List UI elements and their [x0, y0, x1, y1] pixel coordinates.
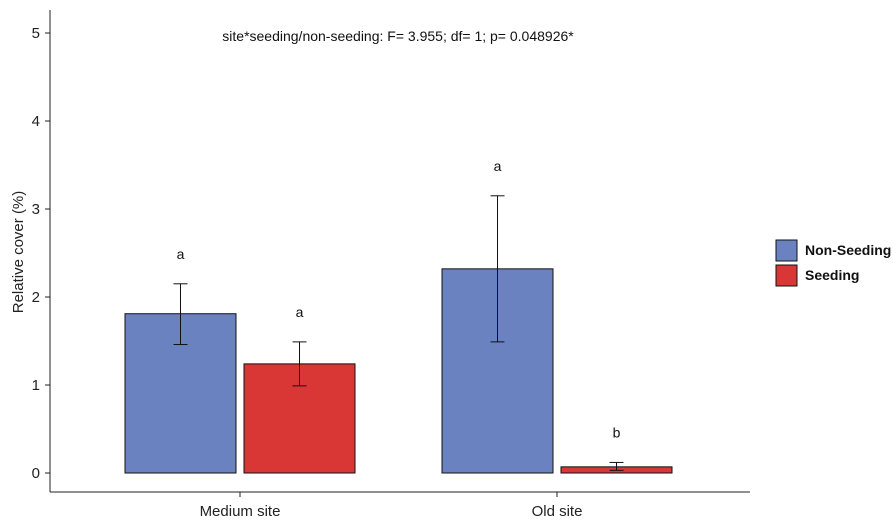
- y-axis: 0 1 2 3 4 5: [32, 10, 51, 492]
- bar-non-seeding: [441, 268, 554, 474]
- legend-swatch: [775, 239, 798, 262]
- legend-label: Non-Seeding: [805, 242, 891, 258]
- significance-annotation: site*seeding/non-seeding: F= 3.955; df= …: [222, 28, 574, 44]
- y-tick-label: 5: [32, 25, 40, 42]
- significance-letter: a: [296, 304, 304, 320]
- legend-swatch: [775, 264, 798, 287]
- significance-letter: b: [613, 424, 621, 440]
- y-tick-label: 1: [32, 377, 40, 394]
- y-axis-title: Relative cover (%): [10, 191, 27, 314]
- bar-group: a a a b: [124, 158, 673, 474]
- y-tick-label: 3: [32, 201, 40, 218]
- significance-letter: a: [494, 158, 502, 174]
- legend: Non-Seeding Seeding: [775, 239, 891, 287]
- y-tick-label: 0: [32, 465, 40, 482]
- y-tick-label: 2: [32, 289, 40, 306]
- significance-letter: a: [177, 246, 185, 262]
- x-axis: Medium site Old site: [50, 491, 750, 520]
- y-tick-label: 4: [32, 113, 40, 130]
- x-tick-label: Old site: [532, 503, 583, 520]
- legend-label: Seeding: [805, 267, 859, 283]
- x-tick-label: Medium site: [200, 503, 281, 520]
